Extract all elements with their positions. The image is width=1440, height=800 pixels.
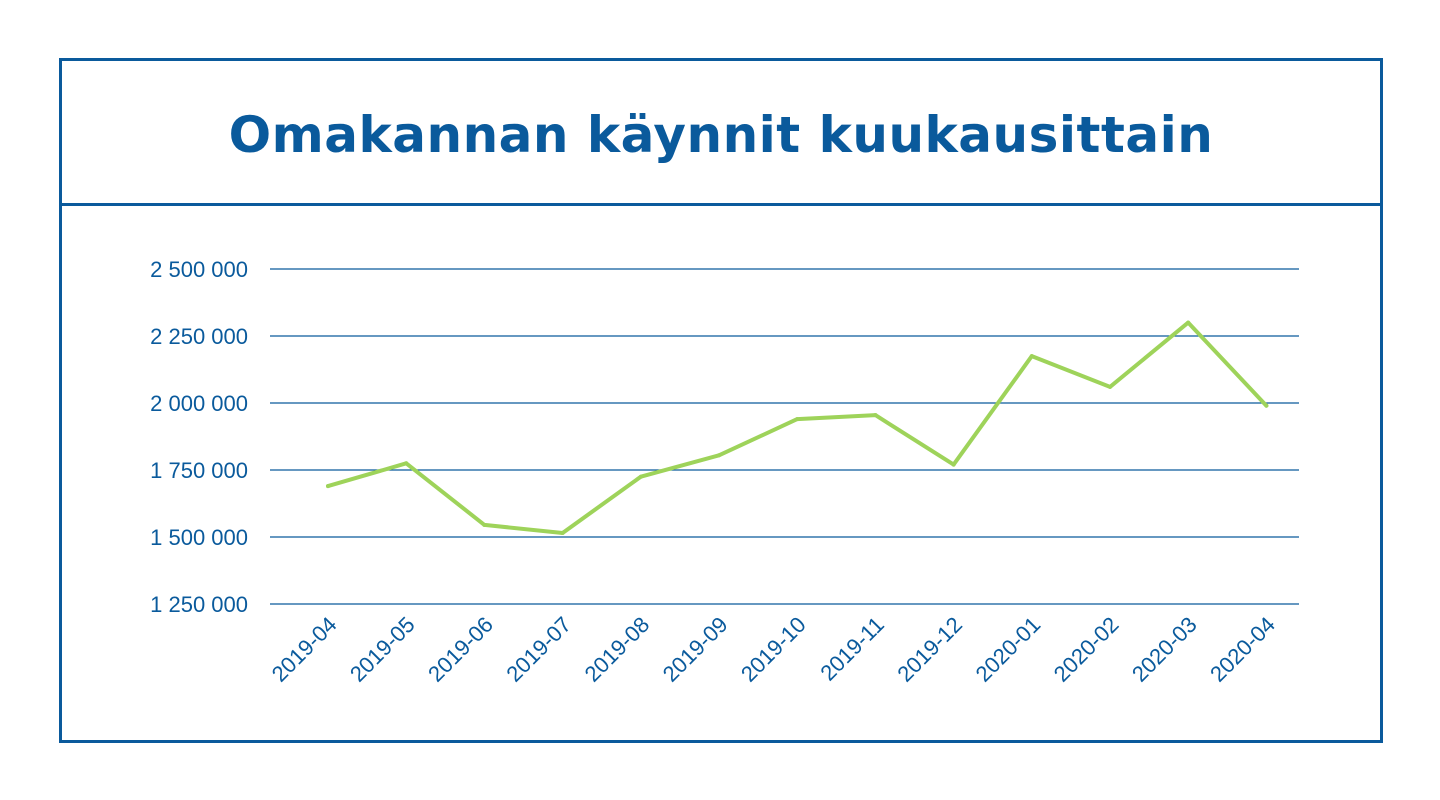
x-tick-label: 2019-07	[501, 612, 576, 687]
data-point	[1264, 403, 1269, 408]
x-tick-label: 2019-08	[580, 612, 655, 687]
x-tick-label: 2019-10	[736, 612, 811, 687]
x-tick-label: 2020-04	[1205, 612, 1280, 687]
x-tick-label: 2020-01	[971, 612, 1046, 687]
x-tick-label: 2019-05	[345, 612, 420, 687]
data-point	[638, 474, 643, 479]
data-point	[1108, 384, 1112, 389]
data-point	[326, 484, 330, 489]
x-tick-label: 2019-04	[267, 612, 342, 687]
y-tick-label: 2 000 000	[150, 391, 248, 416]
chart-title: Omakannan käynnit kuukausittain	[228, 106, 1214, 164]
y-axis-ticks: 1 250 000 1 500 000 1 750 000 2 000 000 2 25…	[150, 257, 248, 617]
y-tick-label: 1 250 000	[150, 592, 248, 617]
y-tick-label: 1 750 000	[150, 458, 248, 483]
y-tick-label: 2 500 000	[150, 257, 248, 282]
x-tick-label: 2019-11	[815, 612, 889, 686]
x-tick-label: 2019-09	[658, 612, 733, 687]
data-point	[873, 413, 878, 418]
series-layer	[326, 320, 1269, 535]
y-tick-label: 2 250 000	[150, 324, 248, 349]
chart-frame: Omakannan käynnit kuukausittain	[59, 58, 1383, 743]
data-point	[1029, 354, 1034, 359]
data-point	[951, 462, 956, 467]
title-band: Omakannan käynnit kuukausittain	[62, 61, 1380, 206]
data-point	[560, 530, 565, 535]
series-line	[326, 320, 1269, 535]
x-axis-ticks: 2019-04 2019-05 2019-06 2019-07 2019-08 2019-…	[267, 612, 1280, 687]
y-tick-label: 1 500 000	[150, 525, 248, 550]
data-point	[795, 417, 800, 422]
data-point	[717, 453, 721, 458]
x-tick-label: 2020-02	[1049, 612, 1124, 687]
data-point	[1186, 320, 1191, 325]
x-tick-label: 2020-03	[1127, 612, 1202, 687]
gridlines	[270, 268, 1299, 605]
x-tick-label: 2019-06	[423, 612, 498, 687]
data-point	[404, 461, 409, 466]
x-tick-label: 2019-12	[892, 612, 967, 687]
data-point	[482, 522, 487, 527]
